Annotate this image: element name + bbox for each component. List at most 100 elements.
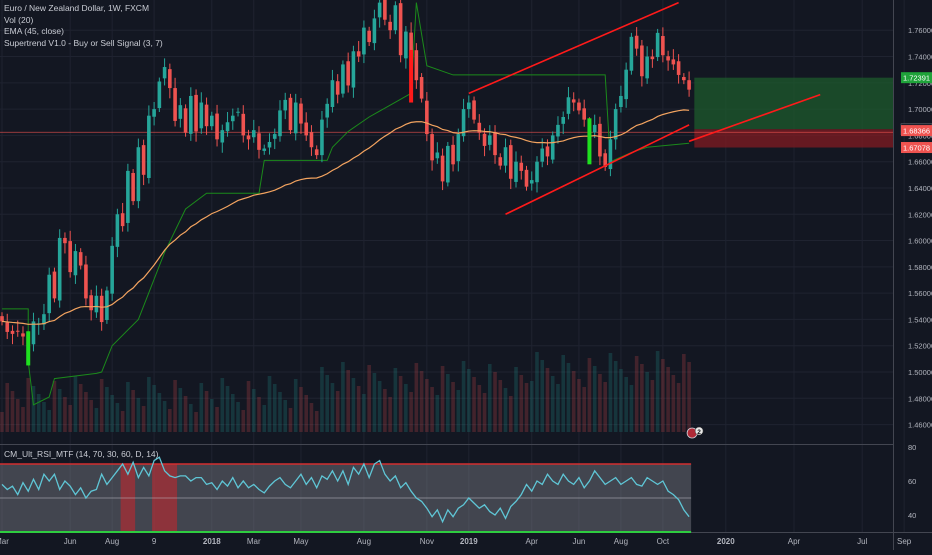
rsi-line [1,456,690,524]
volume-bar [299,387,303,432]
rsi-axis[interactable]: 40 60 80 [908,443,916,520]
candle [120,213,125,227]
candle [377,2,382,18]
candle [94,295,99,313]
volume-bar [661,359,665,432]
candle [472,100,476,120]
volume-bar [36,394,41,432]
symbol-title[interactable]: Euro / New Zealand Dollar, 1W, FXCM [4,3,150,13]
time-axis[interactable]: Mar Jun Aug 9 2018 Mar May Aug Nov 2019 Apr Jun Aug O… [0,537,912,546]
candle [309,132,314,148]
volume-bar [199,383,204,432]
channel-line-lower [505,124,690,215]
channel-lines [468,1,821,215]
candle [629,36,634,71]
candle [105,290,109,320]
volume-bar [624,377,628,432]
candle [283,99,288,111]
volume-bar [84,392,88,432]
ema45-line [1,109,690,325]
time-tick-label: Aug [614,537,628,546]
volume-bar [440,366,445,432]
volume-bar [288,408,293,432]
volume-bar [514,367,518,432]
volume-bar [147,377,151,432]
price-tick-label: 1.52000 [908,342,932,351]
volume-bar [461,361,466,432]
candle [529,180,534,184]
volume-bar [650,380,655,432]
candle [362,27,366,55]
legend-supertrend[interactable]: Supertrend V1.0 - Buy or Sell Signal (3,… [4,37,163,48]
candle [577,102,581,111]
volume-bar [634,356,639,432]
candle [99,295,104,323]
candle [330,80,335,108]
candle [183,108,188,133]
volume-bar [73,376,78,432]
candle [404,31,408,59]
price-axis[interactable]: 1.46000 1.48000 1.50000 1.52000 1.54000 1.560… [908,26,932,429]
candle [236,111,240,113]
volume-bar [52,381,57,432]
candle [540,148,545,162]
volume-bar [561,355,566,432]
candle [372,18,377,44]
volume-bar [168,409,172,432]
rsi-tick-label: 40 [908,511,916,520]
legend-vol[interactable]: Vol (20) [4,14,34,25]
volume-bar [456,390,461,432]
candle [272,134,277,139]
volume-bar [451,382,455,432]
candle [467,102,471,110]
time-tick-label: Oct [657,537,670,546]
volume-bar [5,383,10,432]
supertrend-path [2,2,690,406]
volume-bar [330,383,335,432]
legend-ema[interactable]: EMA (45, close) [4,26,64,36]
volume-bar [608,353,613,432]
candle [68,241,72,273]
candle [47,274,52,314]
volume-bar [409,392,413,432]
candle [131,172,135,202]
candle [141,145,146,175]
time-tick-label: Aug [105,537,119,546]
price-tick-label: 1.66000 [908,158,932,167]
volume-bar [120,411,125,432]
volume-bar [498,380,503,432]
candle [194,94,198,132]
candle [430,134,434,161]
legend-rsi[interactable]: CM_Ult_RSI_MTF (14, 70, 30, 60, D, 14) [4,449,159,459]
volume-bar [477,385,482,432]
candle [21,333,25,337]
price-badge-label: 1.68366 [903,127,930,136]
price-tick-label: 1.76000 [908,26,932,35]
price-tick-label: 1.48000 [908,394,932,403]
candle [73,251,78,276]
volume-bar [545,368,550,432]
volume-bar [529,381,534,432]
candle [613,109,618,140]
volume-bar [204,391,209,432]
candle [608,139,613,170]
volume-bar [540,360,545,432]
price-badge-label: 1.72391 [903,74,930,83]
time-tick-label: 2018 [203,537,221,546]
candle [598,123,602,157]
volume-bar [367,365,371,432]
position-count-label: 2 [697,429,701,436]
position-badge[interactable]: 2 [686,426,704,439]
volume-bar [241,410,246,432]
candle [31,321,36,345]
volume-bar [404,384,408,432]
candle [650,56,655,60]
volume-bar [603,382,607,432]
volume-bar [78,384,83,432]
ema-line [1,109,690,325]
time-tick-label: 2019 [460,537,478,546]
candle [514,161,518,182]
